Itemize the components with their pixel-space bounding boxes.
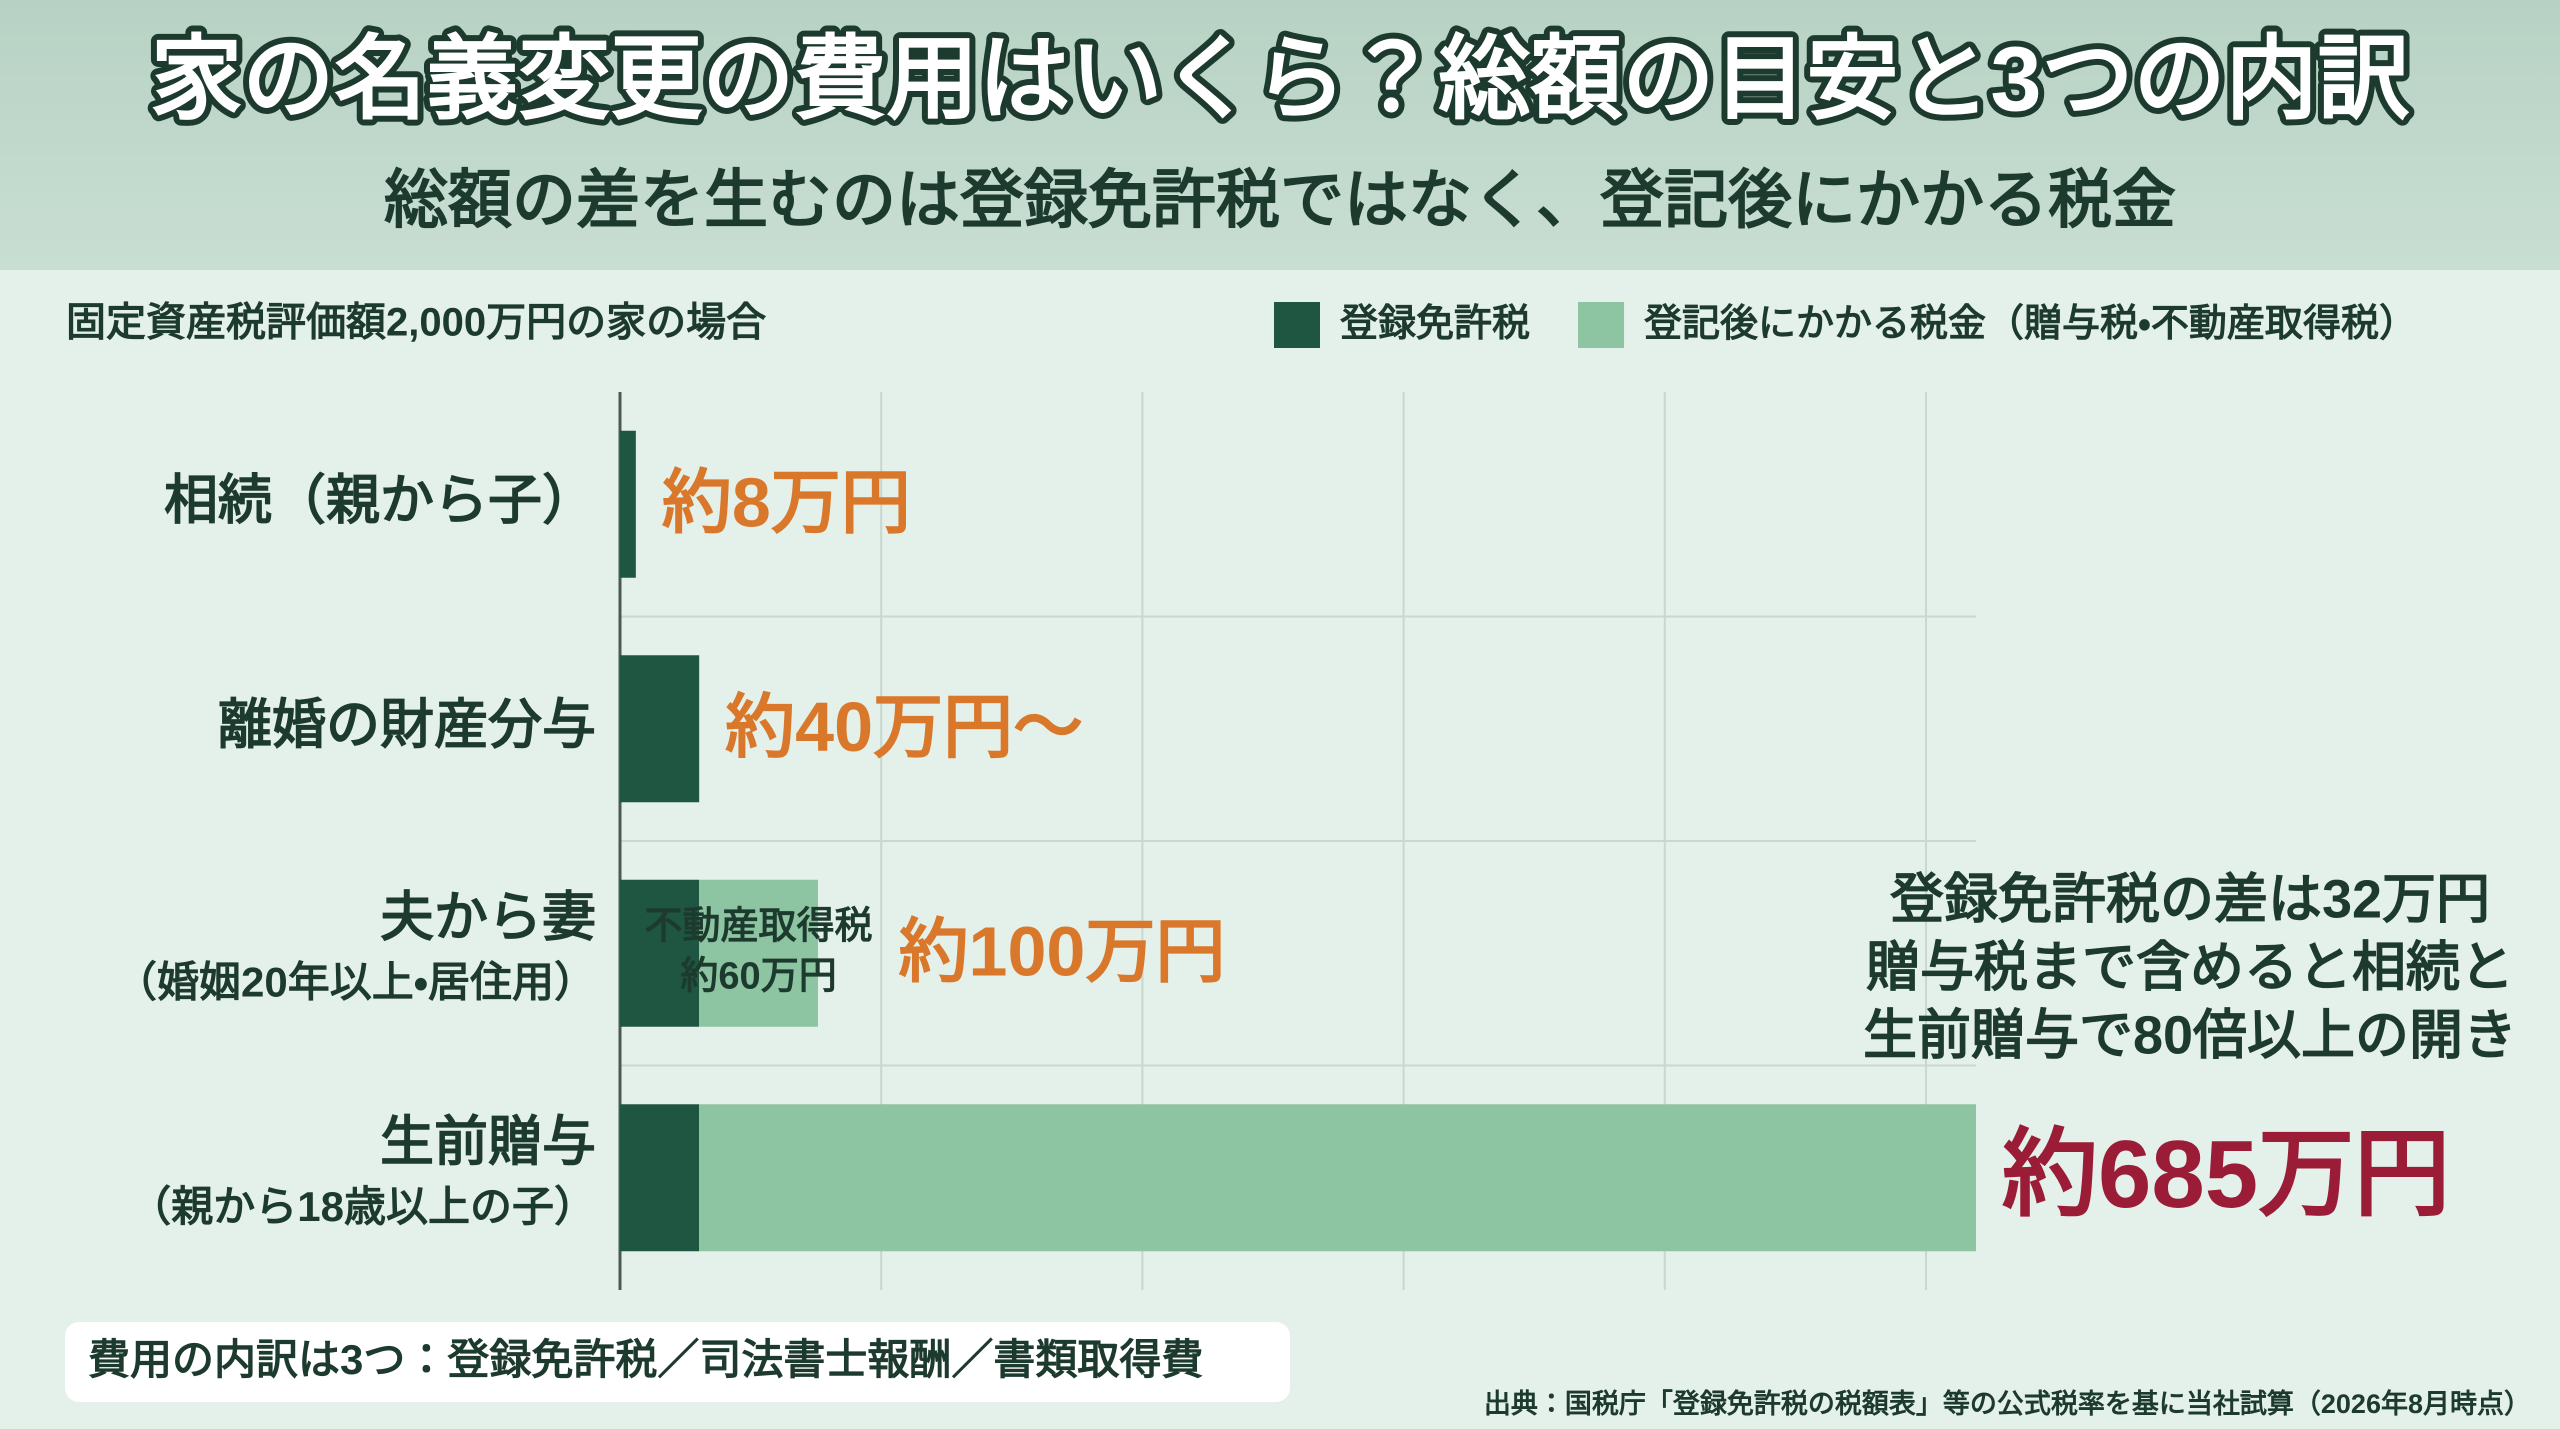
total-label: 約8万円 — [662, 464, 911, 542]
bar-segment — [620, 879, 700, 1027]
footnote: 費用の内訳は3つ：登録免許税／司法書士報酬／書類取得費 — [88, 1336, 1203, 1383]
category-label: 生前贈与 — [380, 1112, 596, 1172]
annotation: 登録免許税の差は32万円 — [1889, 869, 2490, 929]
total-label: 約40万円〜 — [725, 688, 1083, 766]
footnote-box — [65, 1322, 1290, 1402]
category-label: 離婚の財産分与 — [218, 695, 596, 755]
legend-swatch — [1578, 302, 1625, 348]
bar-segment — [620, 655, 700, 803]
total-label: 約685万円 — [2002, 1121, 2450, 1228]
header-band — [0, 0, 2560, 270]
source: 出典：国税庁「登録免許税の税額表」等の公式税率を基に当社試算（2026年8月時点… — [1484, 1388, 2531, 1419]
category-note: （親から18歳以上の子） — [129, 1183, 596, 1230]
bar-segment — [620, 1104, 700, 1252]
chart-subtitle: 固定資産税評価額2,000万円の家の場合 — [66, 301, 767, 345]
plot-area: 登録免許税 登記後にかかる税金（贈与税・不動産取得税） 相続（親から子） 約8万円離婚… — [115, 302, 2517, 1290]
title: 家の名義変更の費用はいくら？総額の目安と3つの内訳 — [150, 28, 2409, 130]
bar-segment — [699, 879, 818, 1027]
annotation: 生前贈与で80倍以上の開き — [1863, 1005, 2517, 1065]
annotation: 贈与税まで含めると相続と — [1866, 937, 2514, 997]
legend-label: 登記後にかかる税金（贈与税・不動産取得税） — [1643, 303, 2417, 345]
segment-name: 不動産取得税 — [645, 905, 873, 947]
bar-segment — [620, 430, 636, 578]
total-label: 約100万円 — [899, 913, 1226, 991]
category-label: 夫から妻 — [380, 888, 596, 948]
bar-segment — [699, 1104, 1976, 1252]
category-label: 相続（親から子） — [164, 471, 596, 531]
legend-swatch — [1274, 302, 1320, 348]
category-note: （婚姻20年以上・居住用） — [115, 958, 596, 1005]
segment-label: 約60万円 — [680, 955, 836, 997]
subtitle: 総額の差を生むのは登録免許税ではなく、登記後にかかる税金 — [384, 164, 2176, 236]
legend-label: 登録免許税 — [1339, 303, 1530, 345]
